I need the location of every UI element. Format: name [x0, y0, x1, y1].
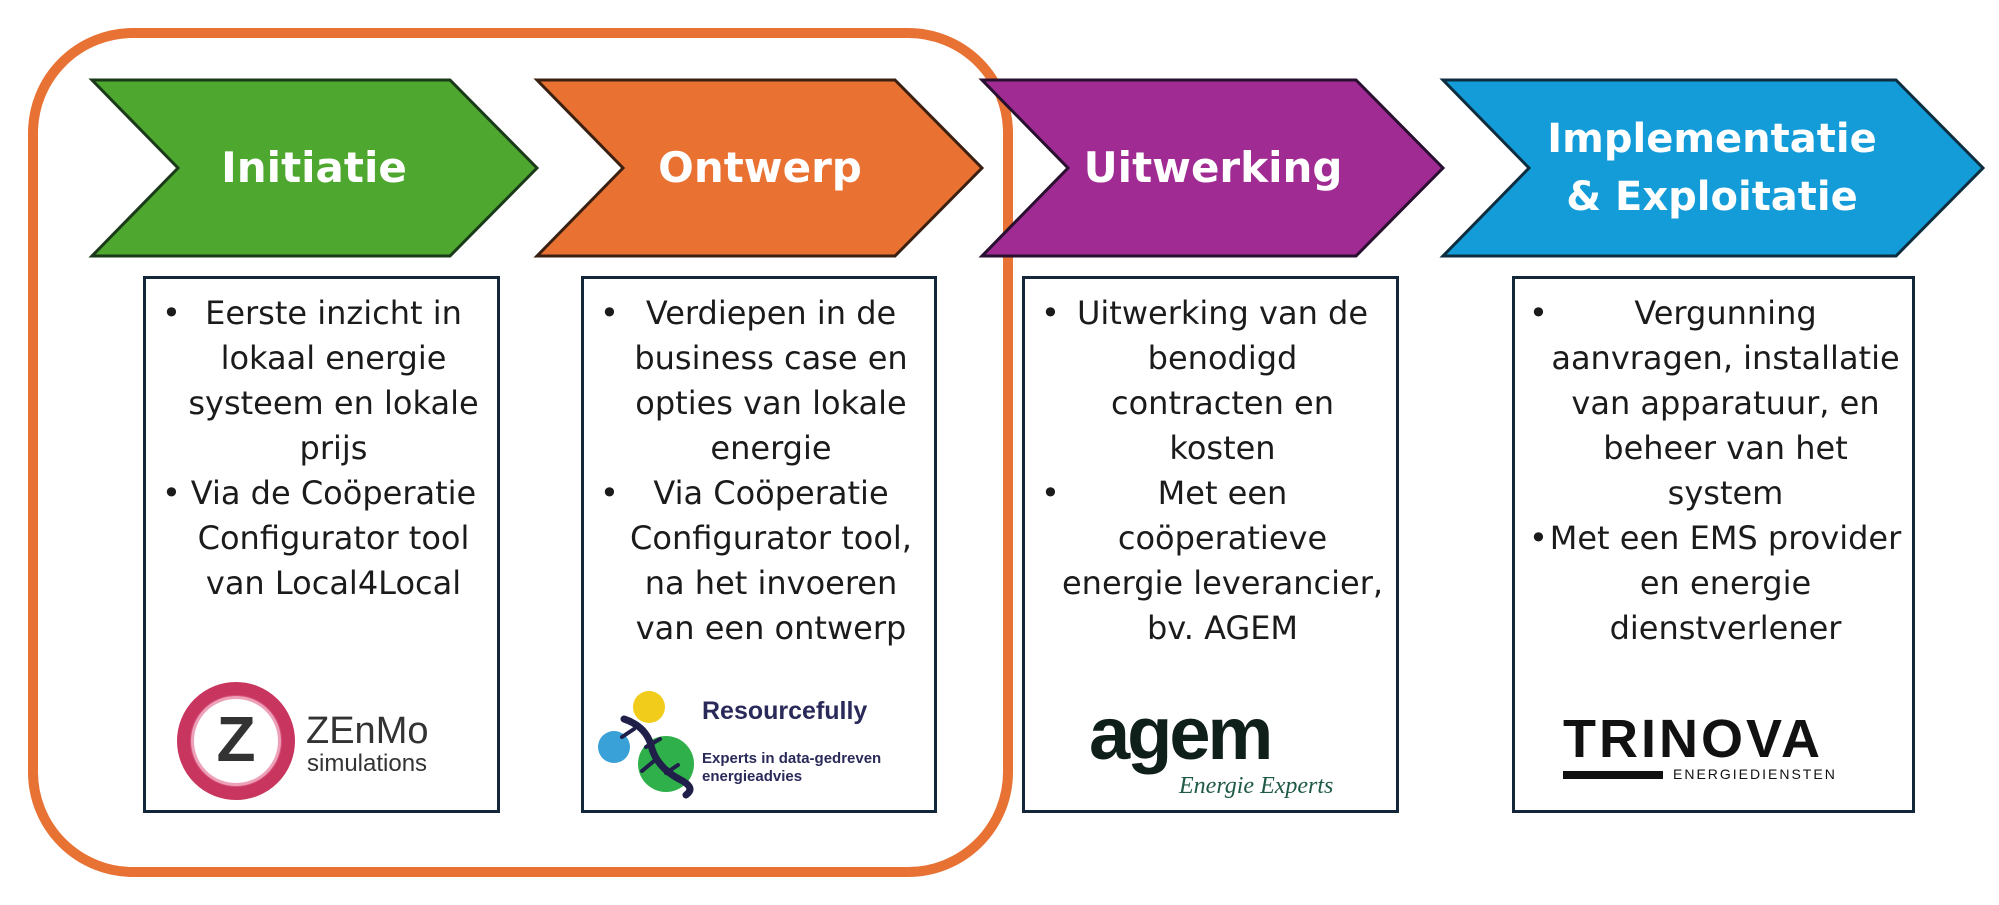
bullet-text: Uitwerking van de benodigd contracten en… — [1076, 294, 1369, 467]
arrow-ontwerp — [533, 78, 985, 258]
arrow-uitwerking — [978, 78, 1446, 258]
phase-box-uitwerking: Uitwerking van de benodigd contracten en… — [1022, 276, 1399, 813]
arrow-initiatie — [88, 78, 540, 258]
svg-text:ZEnMo: ZEnMo — [306, 710, 428, 752]
bullet-uitwerking-1: Uitwerking van de benodigd contracten en… — [1033, 291, 1388, 471]
bullet-text: Eerste inzicht in lokaal energie systeem… — [188, 294, 479, 467]
phase-box-implementatie: Vergunning aanvragen, installatie van ap… — [1512, 276, 1915, 813]
bullet-text: Met een EMS provider en energie dienstve… — [1549, 519, 1902, 647]
bullet-initiatie-1: Eerste inzicht in lokaal energie systeem… — [154, 291, 489, 471]
bullet-text: Via de Coöperatie Configurator tool van … — [190, 474, 477, 602]
svg-text:Energie Experts: Energie Experts — [1178, 773, 1333, 799]
phase-title-implementatie-line1: Implementatie — [1547, 116, 1876, 162]
svg-text:agem: agem — [1089, 699, 1270, 775]
bullet-implementatie-1: Vergunning aanvragen, installatie van ap… — [1521, 291, 1906, 516]
bullet-text: Via Coöperatie Configurator tool, na het… — [630, 474, 912, 647]
agem-logo: agem Energie Experts — [1085, 692, 1345, 809]
phase-title-ontwerp: Ontwerp — [658, 143, 862, 192]
bullet-text: Met een coöperatieve energie leverancier… — [1061, 474, 1384, 647]
svg-text:Resourcefully: Resourcefully — [702, 697, 867, 725]
bullet-text: Vergunning aanvragen, installatie van ap… — [1551, 294, 1900, 512]
bullet-initiatie-2: Via de Coöperatie Configurator tool van … — [154, 471, 489, 606]
trinova-logo: TRINOVA ENERGIEDIENSTEN — [1563, 707, 1873, 797]
arrow-implementatie — [1439, 78, 1986, 258]
bullet-text: Verdiepen in de business case en opties … — [634, 294, 908, 467]
zenmo-logo: Z ZEnMo simulations — [176, 681, 476, 801]
bullet-uitwerking-2: Met een coöperatieve energie leverancier… — [1033, 471, 1388, 651]
svg-text:TRINOVA: TRINOVA — [1563, 709, 1823, 769]
svg-text:Z: Z — [216, 703, 255, 775]
phase-title-implementatie-line2: & Exploitatie — [1566, 174, 1858, 220]
svg-text:ENERGIEDIENSTEN: ENERGIEDIENSTEN — [1673, 766, 1837, 782]
bullet-ontwerp-2: Via Coöperatie Configurator tool, na het… — [592, 471, 926, 651]
resourcefully-tagline: Experts in data-gedreven energieadvies — [702, 750, 885, 785]
bullet-ontwerp-1: Verdiepen in de business case en opties … — [592, 291, 926, 471]
phase-title-uitwerking: Uitwerking — [1084, 143, 1343, 192]
resourcefully-logo: Resourcefully Experts in data-gedreven e… — [594, 689, 924, 804]
phase-title-initiatie: Initiatie — [221, 143, 407, 192]
highlight-frame — [28, 28, 1013, 877]
bullet-implementatie-2: Met een EMS provider en energie dienstve… — [1521, 516, 1906, 651]
phase-box-ontwerp: Verdiepen in de business case en opties … — [581, 276, 937, 813]
phase-box-initiatie: Eerste inzicht in lokaal energie systeem… — [143, 276, 500, 813]
svg-text:simulations: simulations — [307, 750, 427, 777]
